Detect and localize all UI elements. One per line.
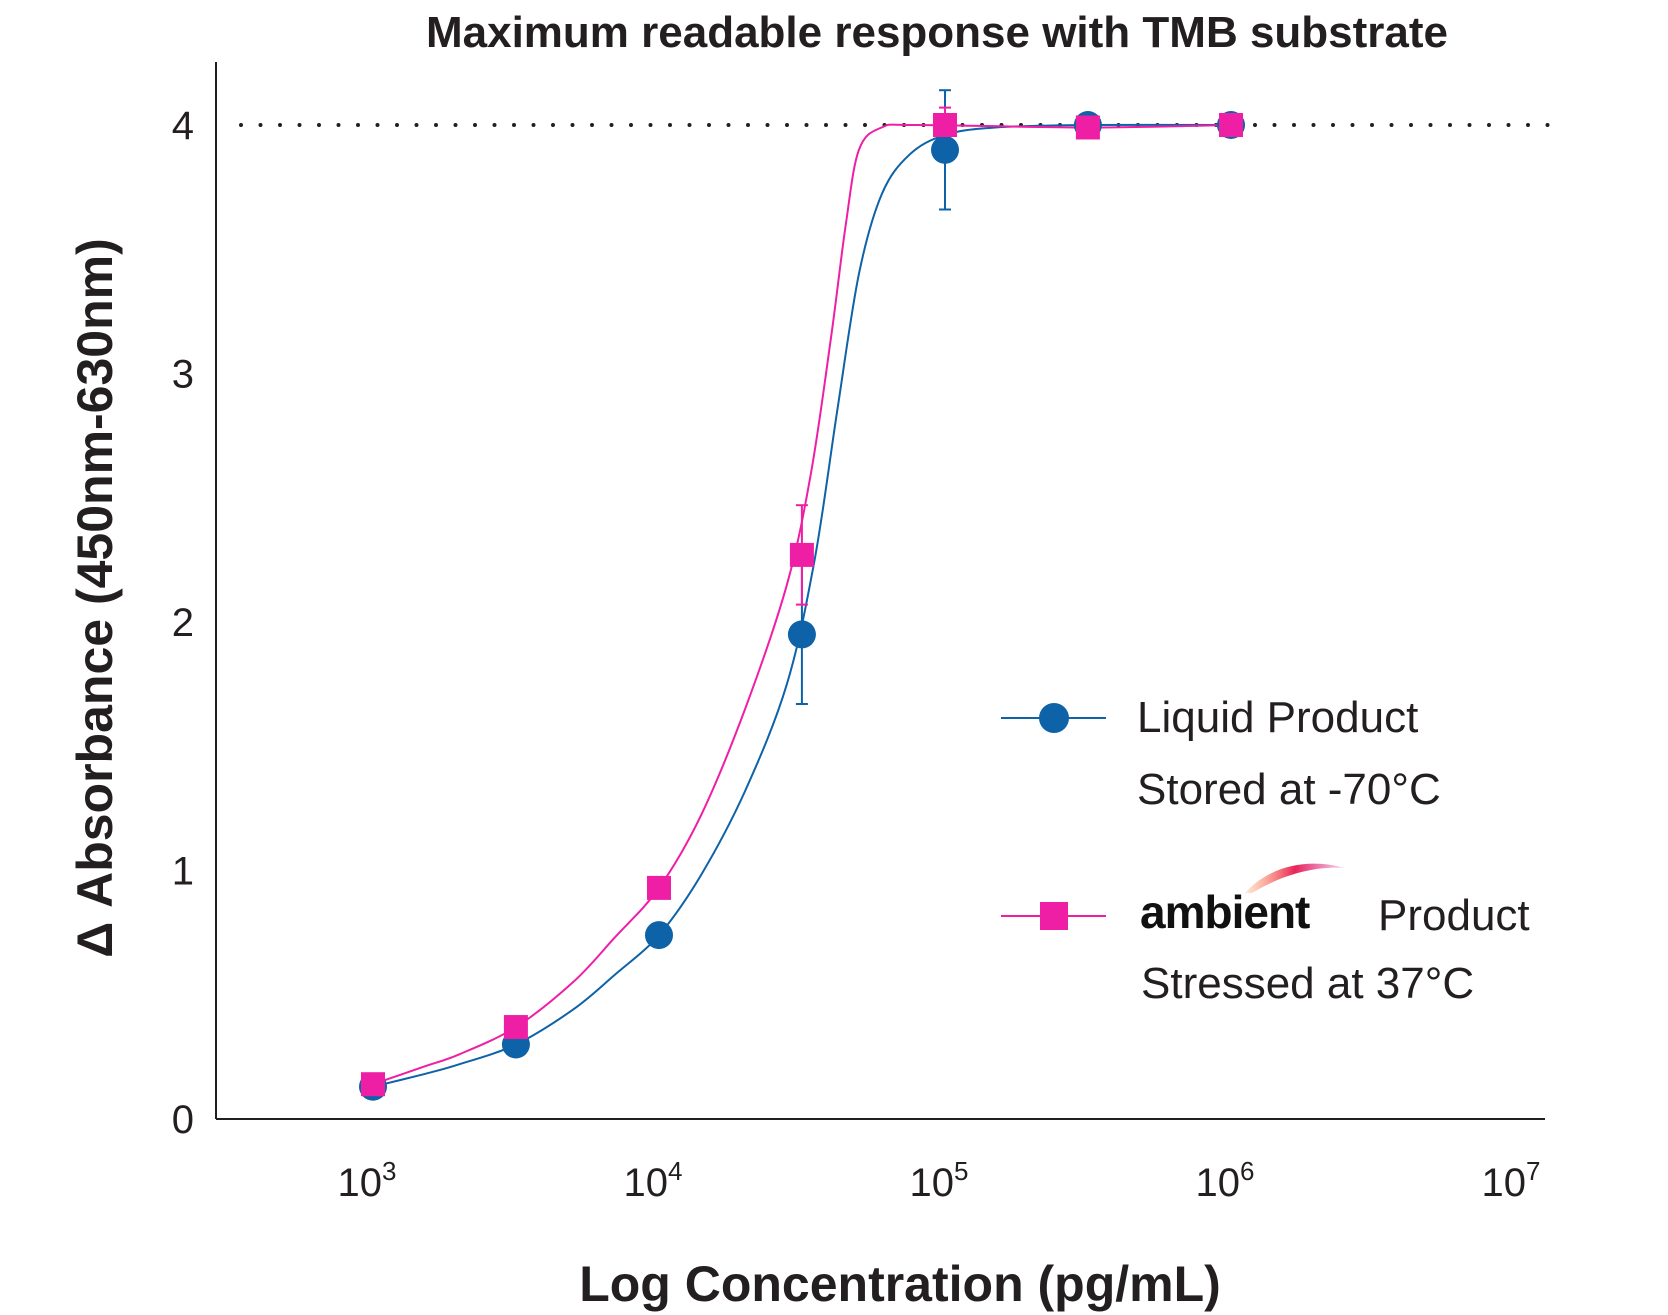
y-tick-label: 2: [172, 601, 194, 645]
ambient-brand-wordmark: ambient: [1140, 886, 1310, 938]
data-point-square: [503, 1015, 528, 1040]
x-tick-label: 104: [624, 1156, 683, 1205]
x-tick-label: 105: [910, 1156, 969, 1205]
legend-ambient-line2: Stressed at 37°C: [1141, 959, 1474, 1008]
legend-entry-liquid: Liquid Product Stored at -70°C: [1001, 693, 1441, 814]
x-tick-labels: 103 104 105 106 107: [338, 1156, 1541, 1205]
x-axis-title: Log Concentration (pg/mL): [579, 1256, 1221, 1312]
data-point-square: [789, 542, 814, 567]
legend-marker-square: [1040, 902, 1068, 930]
ambient-logo-swoosh: [1245, 863, 1345, 893]
data-point-circle: [645, 921, 673, 950]
y-tick-label: 3: [172, 353, 194, 397]
data-point-square: [1219, 113, 1243, 137]
y-axis-title: Δ Absorbance (450nm-630nm): [67, 238, 123, 957]
legend-liquid-line1: Liquid Product: [1137, 693, 1418, 742]
data-markers: [359, 111, 1245, 1101]
fit-curve-series-1: [372, 123, 1232, 1086]
legend-ambient-line1: Product: [1378, 891, 1530, 940]
y-tick-labels: 0 1 2 3 4: [172, 104, 194, 1142]
error-bars: [795, 89, 951, 706]
legend-liquid-line2: Stored at -70°C: [1137, 765, 1441, 814]
chart-title: Maximum readable response with TMB subst…: [426, 8, 1448, 57]
y-tick-label: 1: [172, 850, 194, 894]
data-point-square: [933, 113, 957, 137]
x-tick-label: 103: [338, 1156, 397, 1205]
y-tick-label: 4: [172, 104, 194, 148]
legend-entry-ambient: ambient Product Stressed at 37°C: [1001, 863, 1530, 1008]
legend-marker-circle: [1039, 703, 1069, 733]
y-tick-label: 0: [172, 1098, 194, 1142]
data-point-square: [361, 1072, 385, 1097]
legend: Liquid Product Stored at -70°C ambient P…: [1001, 693, 1530, 1008]
data-point-square: [1075, 115, 1100, 140]
x-tick-label: 106: [1196, 1156, 1255, 1205]
data-point-square: [647, 875, 671, 900]
x-tick-label: 107: [1482, 1156, 1541, 1205]
data-point-circle: [931, 135, 959, 164]
data-point-circle: [787, 620, 816, 649]
